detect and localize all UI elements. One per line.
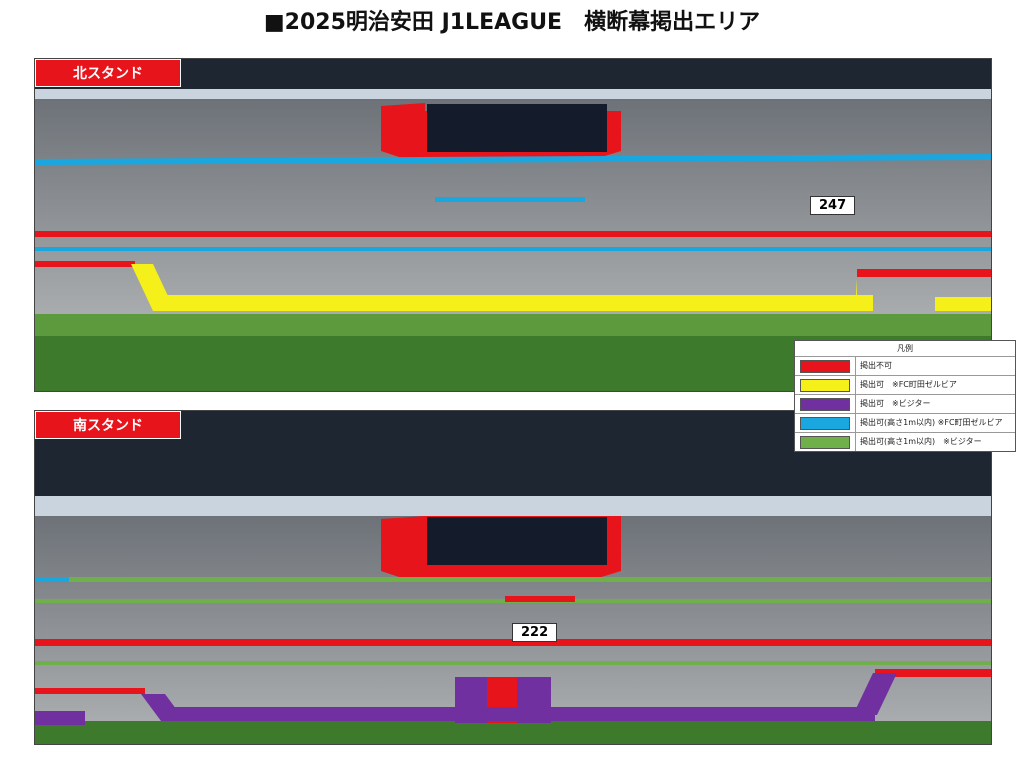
legend-label: 掲出可 ※ビジター [855, 395, 1015, 413]
south-stand-label: 南スタンド [35, 411, 181, 439]
legend-swatch [800, 416, 850, 430]
north-stand-label: 北スタンド [35, 59, 181, 87]
legend-title: 凡例 [795, 341, 1015, 357]
legend-swatch [800, 359, 850, 373]
legend-item: 掲出可 ※FC町田ゼルビア [795, 376, 1015, 395]
south-stand-panel: 南スタンド 222 [34, 410, 992, 745]
legend: 凡例 掲出不可 掲出可 ※FC町田ゼルビア 掲出可 ※ビジター 掲出可(高さ1m… [794, 340, 1016, 452]
legend-swatch [800, 378, 850, 392]
legend-swatch [800, 397, 850, 411]
legend-label: 掲出可 ※FC町田ゼルビア [855, 376, 1015, 394]
legend-label: 掲出不可 [855, 357, 1015, 375]
north-banner-count: 247 [810, 196, 856, 215]
legend-item: 掲出可(高さ1m以内) ※ビジター [795, 433, 1015, 451]
north-stand-panel: 北スタンド 247 [34, 58, 992, 392]
legend-swatch [800, 435, 850, 449]
legend-item: 掲出不可 [795, 357, 1015, 376]
legend-item: 掲出可(高さ1m以内) ※FC町田ゼルビア [795, 414, 1015, 433]
legend-label: 掲出可(高さ1m以内) ※ビジター [855, 433, 1015, 451]
legend-item: 掲出可 ※ビジター [795, 395, 1015, 414]
page-title: ■2025明治安田 J1LEAGUE 横断幕掲出エリア [263, 10, 761, 35]
south-banner-count: 222 [512, 623, 558, 642]
south-stand-photo [35, 411, 991, 744]
legend-label: 掲出可(高さ1m以内) ※FC町田ゼルビア [855, 414, 1015, 432]
north-stand-photo [35, 59, 991, 391]
